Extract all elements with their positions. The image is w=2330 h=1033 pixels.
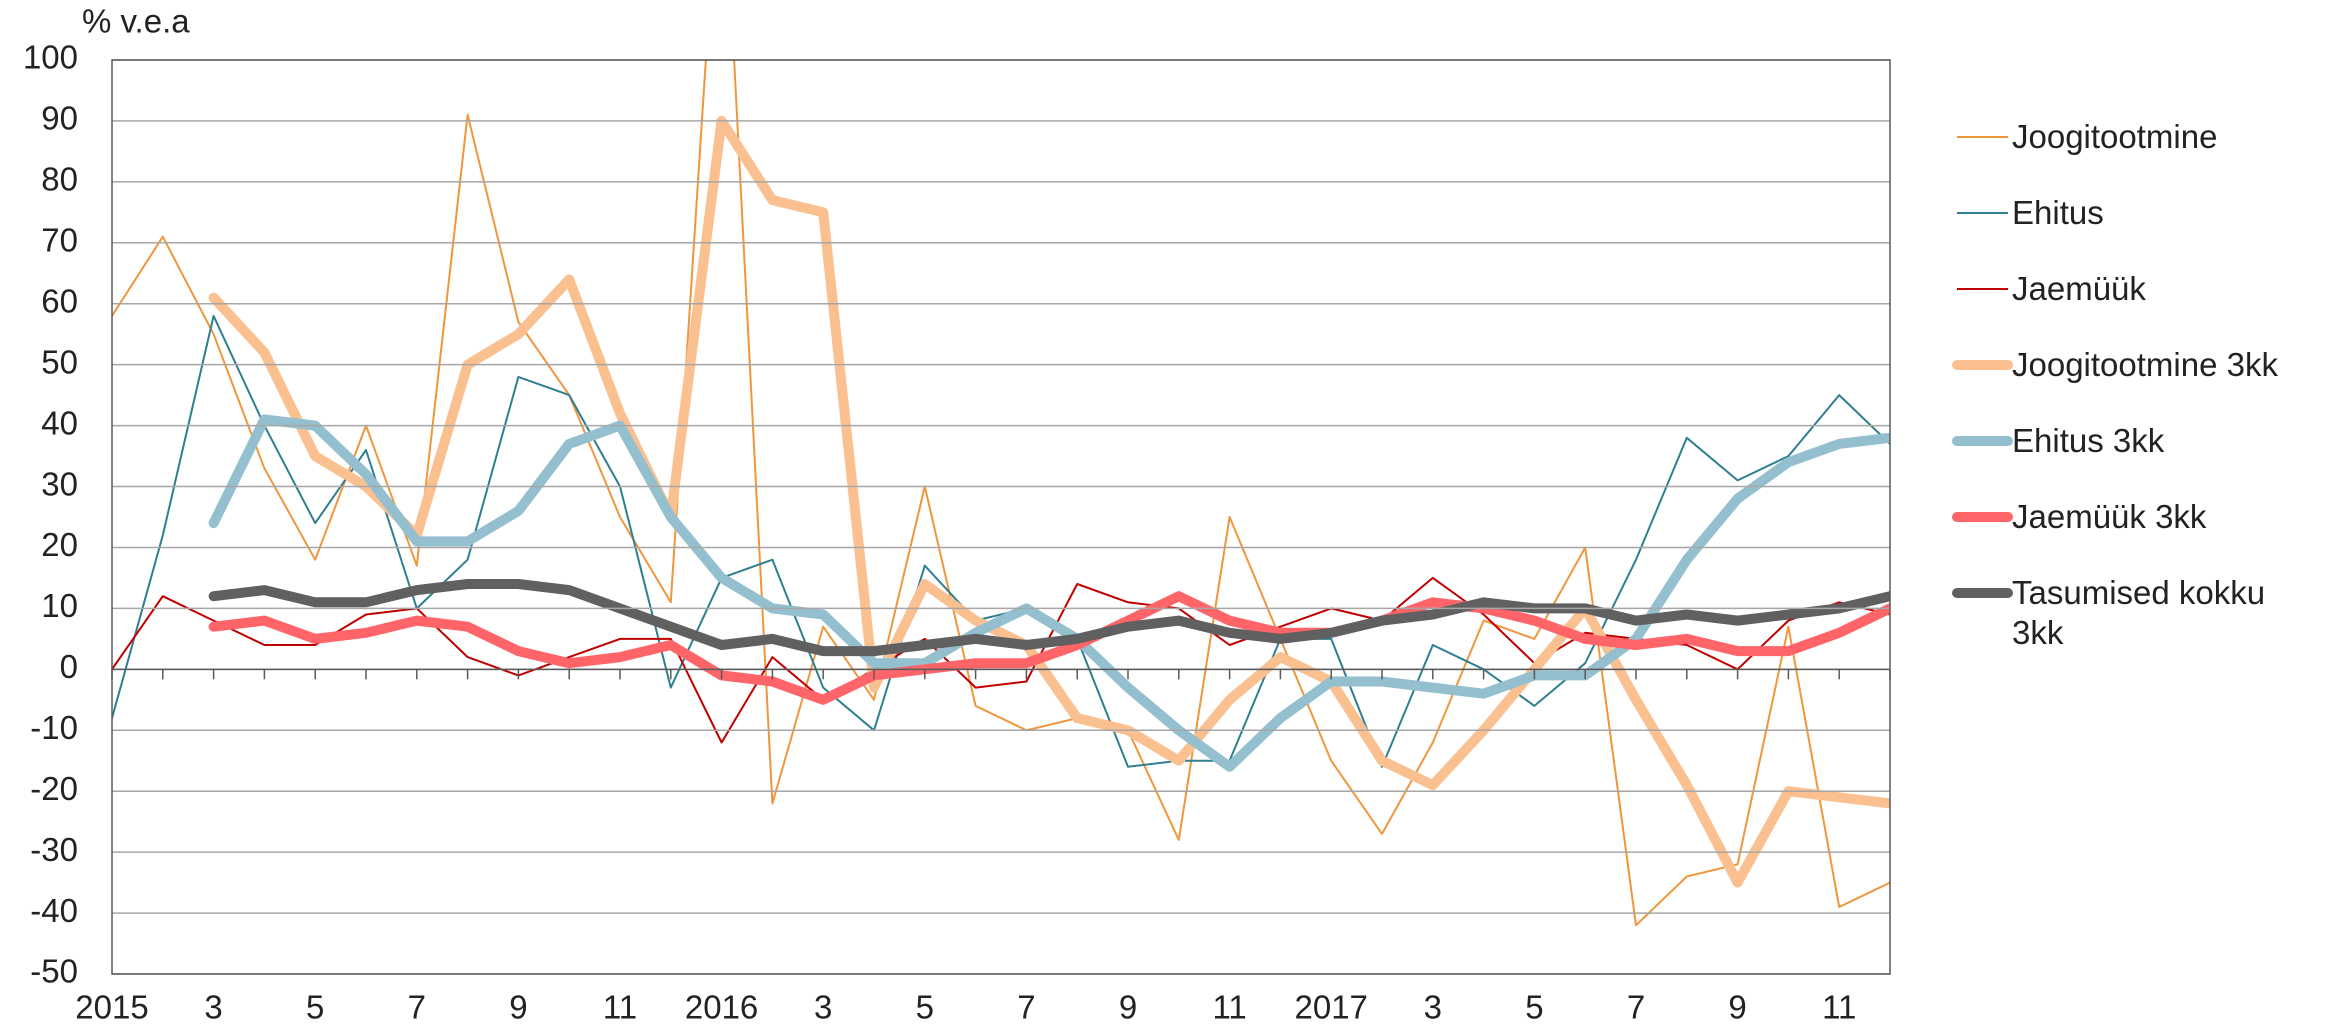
x-tick-label: 3 [1424,989,1442,1026]
series-line [112,314,1890,768]
y-tick-label: 100 [23,39,78,76]
y-tick-label: 10 [41,587,78,624]
x-tick-label: 11 [603,989,637,1026]
x-tick-label: 3 [204,989,222,1026]
y-tick-label: 20 [41,526,78,563]
x-tick-label: 9 [1119,989,1137,1026]
legend-label: Jaemüük [2012,270,2146,307]
series-line [208,115,1890,888]
y-tick-label: 60 [41,282,78,319]
legend-label: Joogitootmine [2012,118,2218,155]
y-tick-label: 0 [60,648,78,685]
series-line [112,60,1890,927]
y-tick-label: -50 [30,953,78,990]
series-line [208,579,1890,657]
y-tick-label: -20 [30,770,78,807]
legend-label: Tasumised kokku 3kk [2012,574,2266,651]
y-tick-label: -40 [30,892,78,929]
y-tick-label: 30 [41,465,78,502]
x-tick-label: 7 [1627,989,1645,1026]
x-tick-label: 9 [1728,989,1746,1026]
legend-label: Ehitus 3kk [2012,422,2165,459]
x-tick-label: 9 [509,989,527,1026]
y-tick-label: -10 [30,709,78,746]
y-tick-label: 70 [41,222,78,259]
y-tick-label: 90 [41,100,78,137]
y-tick-label: 80 [41,161,78,198]
x-tick-label: 2017 [1294,989,1367,1026]
plot-frame [111,59,1891,975]
series-line [208,591,1890,705]
x-tick-label: 11 [1212,989,1246,1026]
legend-label: Jaemüük 3kk [2012,498,2207,535]
x-tick-label: 11 [1822,989,1856,1026]
x-tick-label: 2016 [685,989,758,1026]
y-tick-label: 40 [41,404,78,441]
legend-label: Ehitus [2012,194,2104,231]
y-tick-label: 50 [41,343,78,380]
x-tick-label: 5 [306,989,324,1026]
series-line [208,414,1890,772]
plot-lines [112,60,1890,927]
x-tick-label: 5 [916,989,934,1026]
legend-label: Joogitootmine 3kk [2012,346,2278,383]
x-tick-label: 2015 [75,989,148,1026]
x-tick-label: 5 [1525,989,1543,1026]
x-tick-label: 7 [408,989,426,1026]
y-axis-label: % v.e.a [82,3,190,40]
x-tick-label: 7 [1017,989,1035,1026]
x-tick-label: 3 [814,989,832,1026]
y-tick-label: -30 [30,831,78,868]
